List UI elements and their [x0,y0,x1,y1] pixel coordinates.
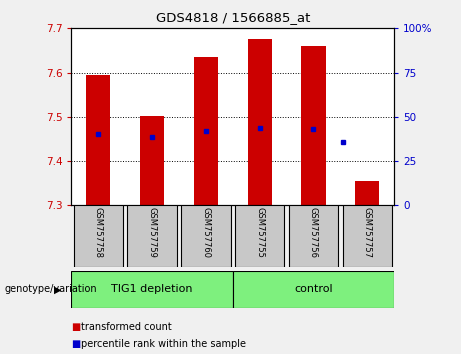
Bar [181,205,230,267]
Title: GDS4818 / 1566885_at: GDS4818 / 1566885_at [156,11,310,24]
Bar [343,205,392,267]
Text: control: control [294,284,333,295]
Bar [235,205,284,267]
Text: GSM757757: GSM757757 [363,207,372,258]
Text: GSM757759: GSM757759 [148,207,157,258]
Bar [355,181,379,205]
Text: GSM757756: GSM757756 [309,207,318,258]
Bar [74,205,123,267]
Bar [127,205,177,267]
Bar [289,205,338,267]
Text: percentile rank within the sample: percentile rank within the sample [81,339,246,349]
Bar [140,116,164,205]
Text: ▶: ▶ [54,284,62,295]
Bar [248,39,272,205]
Text: TIG1 depletion: TIG1 depletion [112,284,193,295]
Bar [301,46,325,205]
Text: genotype/variation: genotype/variation [5,284,97,295]
Text: ■: ■ [71,322,81,332]
Text: transformed count: transformed count [81,322,171,332]
Text: GSM757760: GSM757760 [201,207,210,258]
Text: GSM757758: GSM757758 [94,207,103,258]
Bar [194,57,218,205]
Bar [86,75,111,205]
Bar [233,271,394,308]
Text: GSM757755: GSM757755 [255,207,264,258]
Text: ■: ■ [71,339,81,349]
Bar [71,271,233,308]
